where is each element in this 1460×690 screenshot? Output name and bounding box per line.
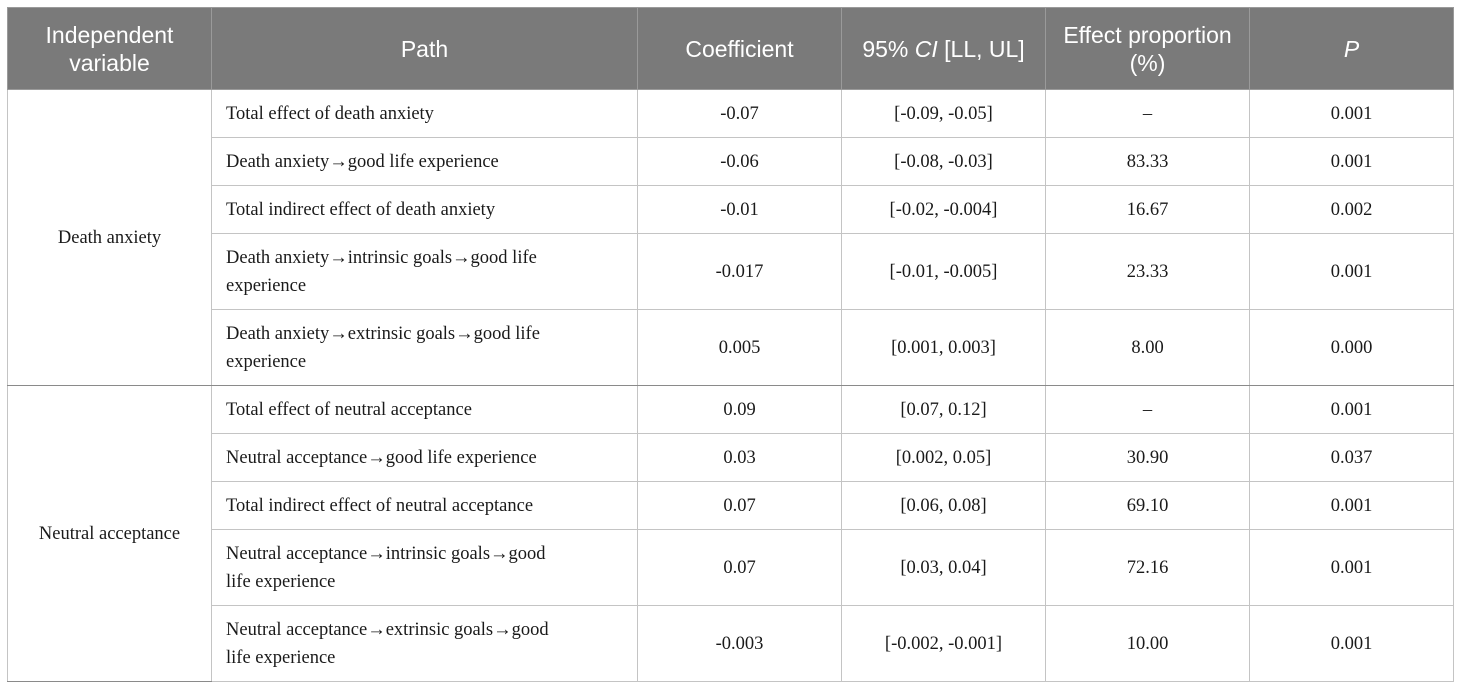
ci-cell: [-0.08, -0.03] [841, 137, 1046, 186]
path-text: Neutral acceptance→intrinsic goals→good … [226, 543, 546, 592]
ci-cell: [-0.002, -0.001] [841, 605, 1046, 682]
path-cell: Death anxiety→intrinsic goals→good life … [211, 233, 638, 310]
group-label-neutral-acceptance: Neutral acceptance [7, 385, 212, 682]
effect-proportion-cell: 83.33 [1045, 137, 1250, 186]
table-row: Death anxiety Total effect of death anxi… [7, 89, 1454, 386]
coefficient-cell: 0.03 [637, 433, 842, 482]
path-cell: Total effect of death anxiety [211, 89, 638, 138]
table-row: Neutral acceptance→extrinsic goals→good … [8, 605, 1454, 682]
path-cell: Total indirect effect of death anxiety [211, 185, 638, 234]
ci-cell: [0.03, 0.04] [841, 529, 1046, 606]
p-value-cell: 0.001 [1249, 233, 1454, 310]
table-row: Death anxiety→extrinsic goals→good life … [8, 309, 1454, 386]
path-cell: Total effect of neutral acceptance [211, 385, 638, 434]
header-confidence-interval: 95% CI [LL, UL] [841, 7, 1046, 90]
coefficient-cell: 0.07 [637, 481, 842, 530]
effect-proportion-cell: 30.90 [1045, 433, 1250, 482]
p-value-cell: 0.001 [1249, 137, 1454, 186]
coefficient-cell: -0.003 [637, 605, 842, 682]
effect-proportion-cell: – [1045, 89, 1250, 138]
table-header: Independent variable Path Coefficient 95… [7, 7, 1454, 90]
path-text: Death anxiety→extrinsic goals→good life … [226, 323, 540, 372]
coefficient-cell: -0.06 [637, 137, 842, 186]
p-value-cell: 0.000 [1249, 309, 1454, 386]
path-text: Total effect of neutral acceptance [226, 399, 472, 420]
effect-proportion-cell: 10.00 [1045, 605, 1250, 682]
path-cell: Death anxiety→good life experience [211, 137, 638, 186]
ci-cell: [0.06, 0.08] [841, 481, 1046, 530]
header-ci-suffix: [LL, UL] [937, 35, 1025, 62]
effect-proportion-cell: 69.10 [1045, 481, 1250, 530]
header-row: Independent variable Path Coefficient 95… [7, 7, 1454, 90]
p-value-cell: 0.001 [1249, 385, 1454, 434]
p-value-cell: 0.001 [1249, 481, 1454, 530]
header-ci-prefix: 95% [862, 35, 915, 62]
p-value-cell: 0.037 [1249, 433, 1454, 482]
path-text: Neutral acceptance→good life experience [226, 447, 537, 468]
table-row: Neutral acceptance Total effect of neutr… [7, 385, 1454, 682]
path-text: Total effect of death anxiety [226, 103, 434, 124]
coefficient-cell: -0.017 [637, 233, 842, 310]
path-text: Total indirect effect of death anxiety [226, 199, 496, 220]
p-value-cell: 0.002 [1249, 185, 1454, 234]
path-cell: Neutral acceptance→good life experience [211, 433, 638, 482]
table-body: Death anxiety Total effect of death anxi… [7, 89, 1454, 682]
table-row: Death anxiety→good life experience -0.06… [8, 137, 1454, 186]
path-cell: Neutral acceptance→extrinsic goals→good … [211, 605, 638, 682]
ci-cell: [0.07, 0.12] [841, 385, 1046, 434]
table-row: Death anxiety→intrinsic goals→good life … [8, 233, 1454, 310]
ci-cell: [0.001, 0.003] [841, 309, 1046, 386]
ci-cell: [-0.02, -0.004] [841, 185, 1046, 234]
ci-cell: [-0.01, -0.005] [841, 233, 1046, 310]
path-text: Total indirect effect of neutral accepta… [226, 495, 534, 516]
table-row: Total indirect effect of death anxiety -… [8, 185, 1454, 234]
header-p-value: P [1249, 7, 1454, 90]
coefficient-cell: -0.07 [637, 89, 842, 138]
coefficient-cell: -0.01 [637, 185, 842, 234]
group-label-death-anxiety: Death anxiety [7, 89, 212, 386]
header-independent-variable: Independent variable [7, 7, 212, 90]
mediation-effects-table: Independent variable Path Coefficient 95… [7, 7, 1454, 682]
effect-proportion-cell: 8.00 [1045, 309, 1250, 386]
ci-cell: [0.002, 0.05] [841, 433, 1046, 482]
header-path: Path [211, 7, 638, 90]
effect-proportion-cell: – [1045, 385, 1250, 434]
p-value-cell: 0.001 [1249, 89, 1454, 138]
path-text: Death anxiety→intrinsic goals→good life … [226, 247, 537, 296]
ci-cell: [-0.09, -0.05] [841, 89, 1046, 138]
header-coefficient: Coefficient [637, 7, 842, 90]
path-cell: Neutral acceptance→intrinsic goals→good … [211, 529, 638, 606]
table-row: Neutral acceptance→intrinsic goals→good … [8, 529, 1454, 606]
coefficient-cell: 0.005 [637, 309, 842, 386]
path-text: Death anxiety→good life experience [226, 151, 499, 172]
path-text: Neutral acceptance→extrinsic goals→good … [226, 619, 549, 668]
p-value-cell: 0.001 [1249, 529, 1454, 606]
p-value-cell: 0.001 [1249, 605, 1454, 682]
effect-proportion-cell: 16.67 [1045, 185, 1250, 234]
header-ci-italic: CI [914, 35, 938, 62]
effect-proportion-cell: 72.16 [1045, 529, 1250, 606]
coefficient-cell: 0.07 [637, 529, 842, 606]
path-cell: Total indirect effect of neutral accepta… [211, 481, 638, 530]
effect-proportion-cell: 23.33 [1045, 233, 1250, 310]
path-cell: Death anxiety→extrinsic goals→good life … [211, 309, 638, 386]
coefficient-cell: 0.09 [637, 385, 842, 434]
header-effect-proportion: Effect proportion (%) [1045, 7, 1250, 90]
table-row: Total indirect effect of neutral accepta… [8, 481, 1454, 530]
table-row: Neutral acceptance→good life experience … [8, 433, 1454, 482]
